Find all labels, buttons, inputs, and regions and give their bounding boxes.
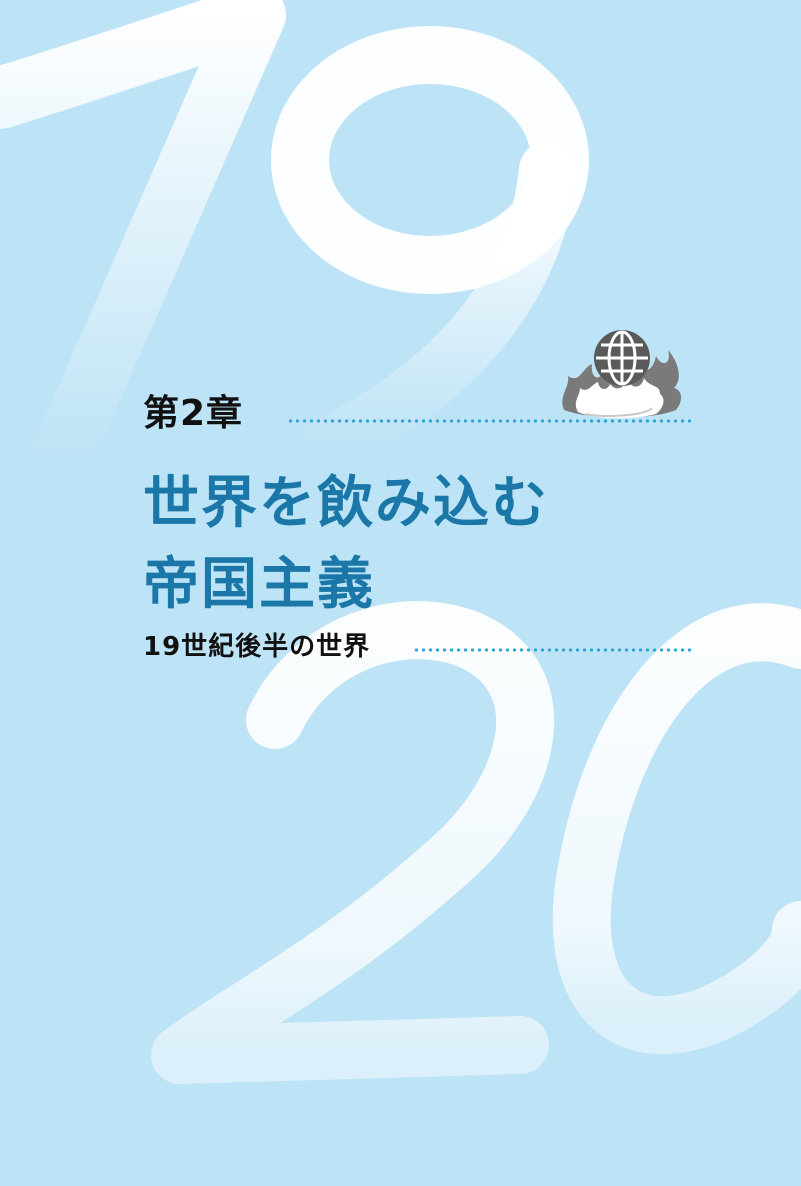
chapter-dotted-rule (287, 419, 691, 423)
subtitle-dotted-rule (413, 648, 691, 652)
globe-on-fire-icon (562, 330, 682, 419)
numeral-0-stroke (552, 603, 801, 1055)
title-line-1: 世界を飲み込む (143, 471, 549, 536)
numeral-9-tail (301, 141, 577, 474)
flame-front-overlay-icon (584, 392, 653, 416)
title-line-2: 帝国主義 (143, 552, 375, 617)
numeral-1-stroke (0, 0, 286, 491)
numeral-2-stroke (151, 601, 555, 1084)
subtitle: 19世紀後半の世界 (143, 632, 371, 662)
flame-ring-icon (585, 407, 653, 417)
chapter-label: 第2章 (143, 393, 244, 434)
